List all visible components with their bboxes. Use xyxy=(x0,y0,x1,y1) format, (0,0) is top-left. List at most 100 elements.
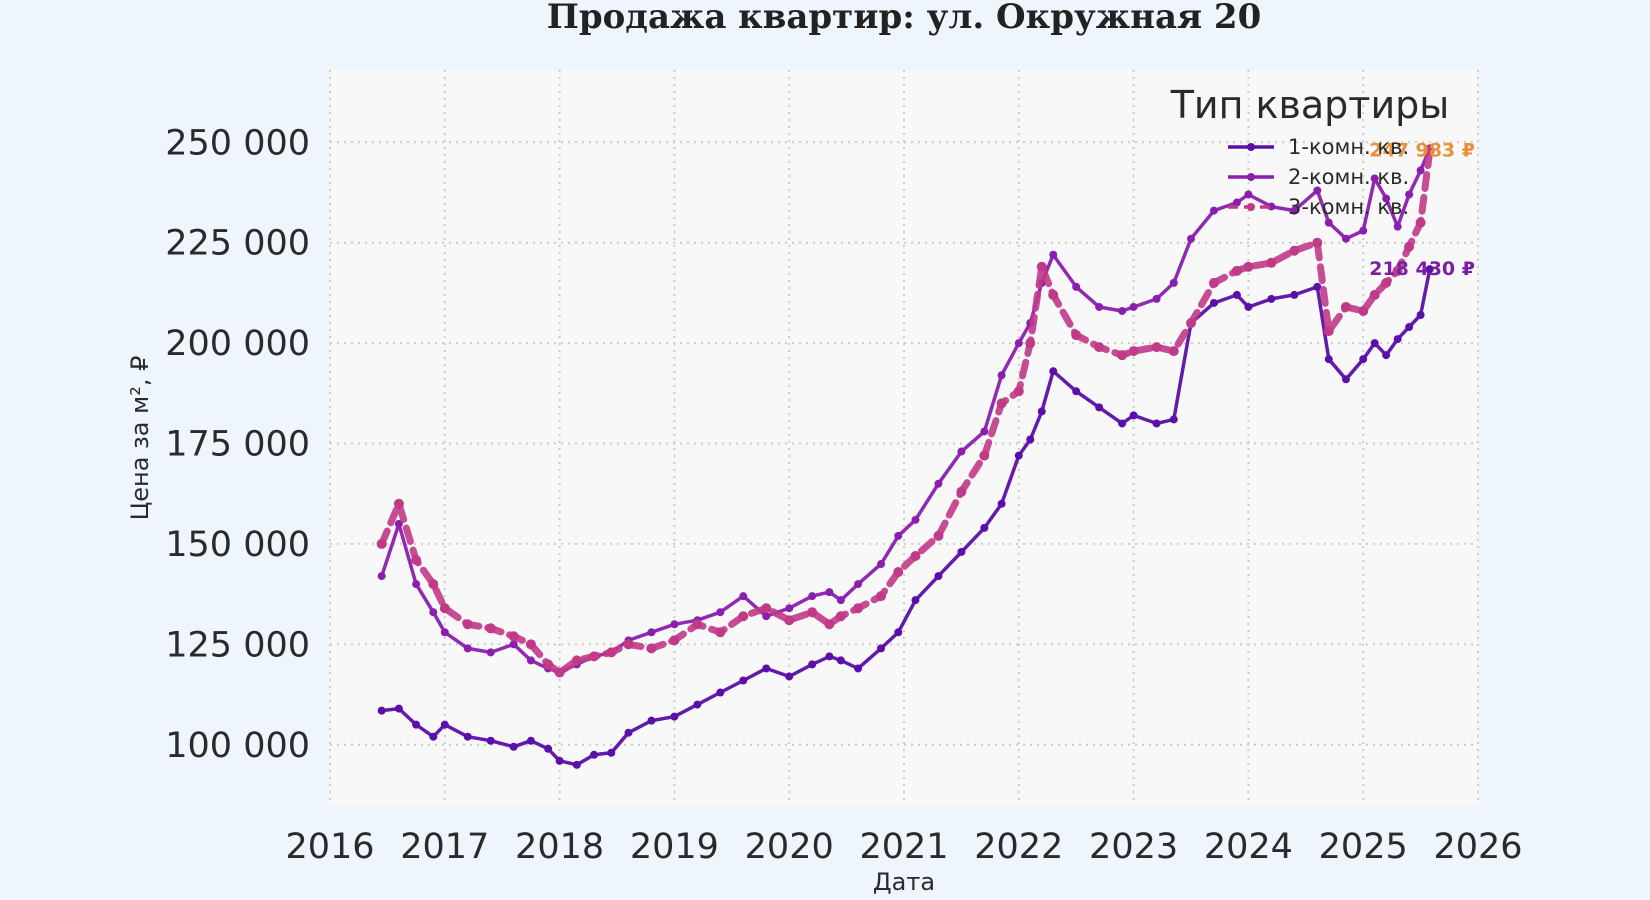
data-point xyxy=(393,498,404,509)
data-point xyxy=(716,688,725,697)
data-point xyxy=(893,567,904,578)
data-point xyxy=(1266,257,1277,268)
data-point xyxy=(624,728,633,737)
y-tick-label: 100 000 xyxy=(165,726,310,766)
data-point xyxy=(854,664,863,673)
x-tick-label: 2022 xyxy=(974,827,1063,867)
data-point xyxy=(572,760,581,769)
legend-item: 1-комн. кв. xyxy=(1228,135,1409,159)
data-point xyxy=(589,651,600,662)
data-point xyxy=(934,479,943,488)
data-point xyxy=(571,655,582,666)
y-tick-label: 200 000 xyxy=(165,324,310,364)
data-point xyxy=(1169,415,1178,424)
data-point xyxy=(1094,342,1105,353)
plot-area xyxy=(330,70,1478,805)
legend-marker xyxy=(1247,143,1255,151)
data-point xyxy=(894,628,903,637)
x-tick-label: 2017 xyxy=(400,827,489,867)
data-point xyxy=(1048,289,1059,300)
data-point xyxy=(1405,323,1414,332)
data-point xyxy=(1369,289,1380,300)
data-point xyxy=(934,572,943,581)
data-point xyxy=(957,547,966,556)
data-point xyxy=(825,652,834,661)
end-value-label: 218 430 ₽ xyxy=(1369,258,1475,280)
x-tick-label: 2016 xyxy=(285,827,374,867)
data-point xyxy=(1393,222,1402,231)
data-point xyxy=(1129,302,1138,311)
data-point xyxy=(692,619,703,630)
data-point xyxy=(693,700,702,709)
data-point xyxy=(411,555,422,565)
data-point xyxy=(877,644,886,653)
data-point xyxy=(463,732,472,741)
data-point xyxy=(1049,367,1058,376)
x-tick-label: 2024 xyxy=(1204,827,1293,867)
data-point xyxy=(1026,435,1035,444)
x-tick-label: 2019 xyxy=(630,827,719,867)
data-point xyxy=(1072,387,1081,396)
series-layer xyxy=(376,144,1435,769)
data-point xyxy=(911,515,920,524)
data-point xyxy=(544,744,553,753)
data-point xyxy=(509,742,518,751)
x-tick-label: 2018 xyxy=(515,827,604,867)
data-point xyxy=(894,531,903,540)
series-3 xyxy=(376,145,1435,678)
series-1 xyxy=(377,265,1434,769)
data-point xyxy=(1382,351,1391,360)
legend-marker xyxy=(1247,173,1255,181)
legend-label: 3-комн. кв. xyxy=(1288,195,1409,219)
legend: Тип квартиры 1-комн. кв. 2-комн. кв. 3-ком… xyxy=(1170,83,1450,219)
data-point xyxy=(623,639,634,650)
legend-label: 1-комн. кв. xyxy=(1288,135,1409,159)
data-point xyxy=(1370,174,1379,183)
data-point xyxy=(979,450,990,461)
data-point xyxy=(1381,277,1392,288)
data-point xyxy=(1313,186,1322,195)
data-point xyxy=(853,603,864,614)
data-point xyxy=(716,608,725,617)
legend-marker xyxy=(1247,203,1255,211)
data-point xyxy=(836,596,845,605)
data-point xyxy=(1014,451,1023,460)
data-point xyxy=(509,640,518,649)
y-tick-label: 125 000 xyxy=(165,625,310,665)
data-point xyxy=(980,427,989,436)
data-point xyxy=(1169,278,1178,287)
data-point xyxy=(394,704,403,713)
data-point xyxy=(1341,234,1350,243)
data-point xyxy=(877,560,886,569)
data-point xyxy=(647,716,656,725)
data-point xyxy=(1232,198,1241,207)
x-tick-label: 2020 xyxy=(745,827,834,867)
data-point xyxy=(1416,311,1425,319)
data-point xyxy=(1358,305,1369,316)
data-point xyxy=(835,611,846,622)
data-point xyxy=(1382,194,1391,203)
legend-item: 3-комн. кв. xyxy=(1228,195,1409,219)
data-point xyxy=(462,619,473,630)
data-point xyxy=(440,720,449,729)
data-point xyxy=(911,596,920,605)
data-point xyxy=(1267,294,1276,303)
data-point xyxy=(377,572,386,581)
data-point xyxy=(1013,386,1024,397)
data-point xyxy=(1425,265,1434,274)
data-point xyxy=(606,647,617,658)
data-point xyxy=(554,667,565,678)
data-point xyxy=(1025,338,1036,349)
data-point xyxy=(1187,234,1195,243)
x-tick-label: 2021 xyxy=(859,827,948,867)
x-tick-label: 2025 xyxy=(1319,827,1408,867)
data-point xyxy=(1404,241,1415,252)
data-point xyxy=(555,756,564,765)
data-point xyxy=(1152,419,1161,428)
grid-lines xyxy=(329,70,1479,805)
data-point xyxy=(1168,346,1179,357)
data-point xyxy=(739,676,748,685)
x-axis-ticks: 2016 2017 2018 2019 2020 2021 2022 2023 2024 2025… xyxy=(285,827,1522,867)
data-point xyxy=(1341,375,1350,384)
